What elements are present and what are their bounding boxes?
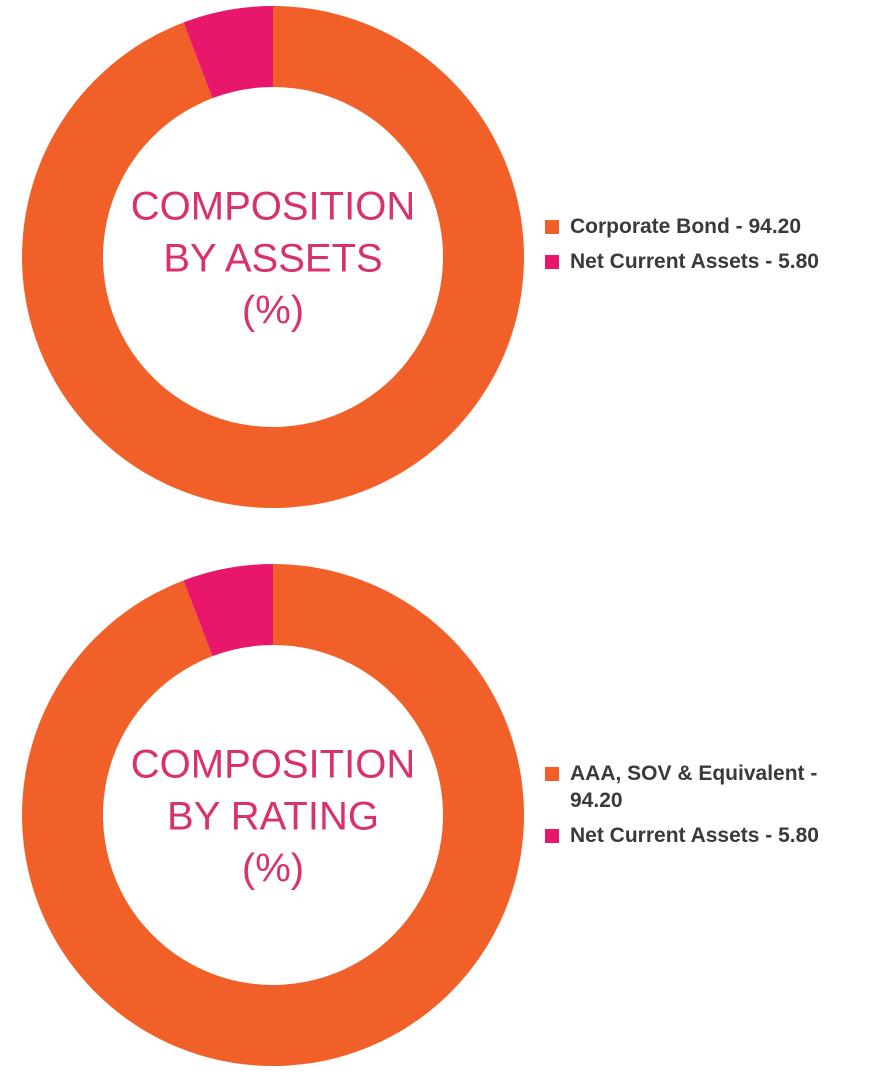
legend-item: Corporate Bond - 94.20 xyxy=(545,213,865,240)
center-title: BY RATING xyxy=(167,795,379,839)
center-title: BY ASSETS xyxy=(163,237,382,281)
donut-segment xyxy=(21,6,525,508)
donut-segment xyxy=(183,564,273,657)
center-title: COMPOSITION xyxy=(131,743,415,787)
legend-swatch xyxy=(545,829,559,843)
legend-item: Net Current Assets - 5.80 xyxy=(545,822,865,849)
legend-label: AAA, SOV & Equivalent - 94.20 xyxy=(570,762,818,812)
legend-item: Net Current Assets - 5.80 xyxy=(545,248,865,275)
legend-swatch xyxy=(545,255,559,269)
legend-swatch xyxy=(545,220,559,234)
legend-label: Net Current Assets - 5.80 xyxy=(570,824,819,847)
legend: Corporate Bond - 94.20 Net Current Assets… xyxy=(545,213,865,283)
donut-segment xyxy=(21,564,524,1066)
legend-item: AAA, SOV & Equivalent - 94.20 xyxy=(545,760,865,814)
legend-swatch xyxy=(545,767,559,781)
legend-label: Corporate Bond - 94.20 xyxy=(570,215,802,238)
legend-label: Net Current Assets - 5.80 xyxy=(570,250,819,273)
center-title: (%) xyxy=(242,289,304,333)
legend: AAA, SOV & Equivalent - 94.20 Net Current… xyxy=(545,760,865,857)
center-title: (%) xyxy=(242,847,304,891)
donut-segment xyxy=(183,6,273,99)
center-title: COMPOSITION xyxy=(131,185,415,229)
